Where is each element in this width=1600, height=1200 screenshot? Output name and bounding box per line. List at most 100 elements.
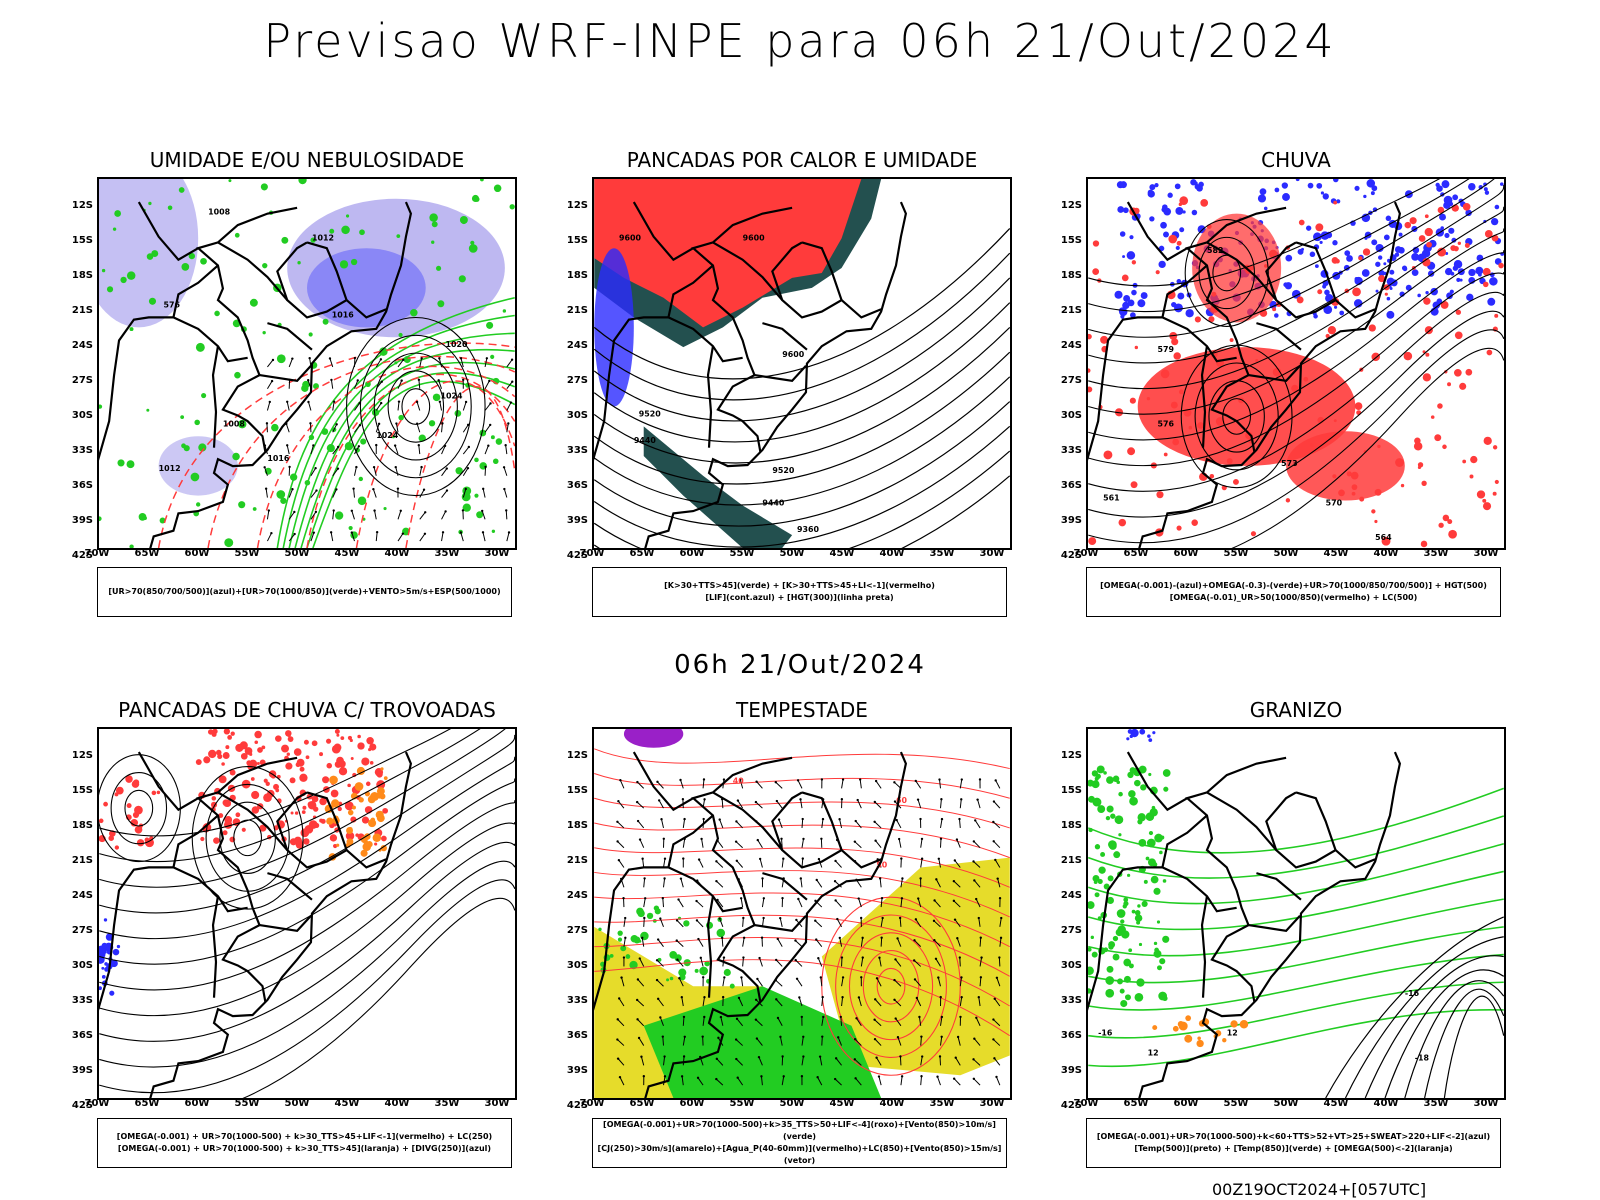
wind-vector: [956, 1035, 960, 1039]
wind-vector: [952, 879, 956, 883]
wind-vector: [900, 898, 903, 908]
country-border: [594, 866, 669, 1011]
streamline: [1088, 206, 1504, 390]
wind-vector: [959, 997, 963, 1007]
country-border: [667, 814, 743, 913]
storm-red-speckle: [322, 776, 330, 784]
wind-vector: [835, 900, 842, 908]
wind-vector: [617, 858, 621, 862]
storm-red-speckle: [114, 845, 120, 850]
lif-blue-contour: [594, 248, 634, 407]
temp850-green-speckle: [1156, 920, 1161, 924]
wind-vector: [921, 1055, 924, 1058]
wind-vector: [288, 465, 291, 469]
wind-vector: [980, 956, 983, 959]
wind-vector: [735, 859, 738, 862]
rain-blue-speckle: [1123, 295, 1131, 302]
wind-vector: [658, 800, 664, 809]
rain-red-speckle: [1178, 389, 1184, 395]
wind-vector: [822, 1015, 825, 1019]
wind-vector: [972, 1058, 975, 1061]
wind-green-speckle: [729, 983, 735, 989]
omega-orange-speckle: [1222, 1038, 1227, 1043]
humidity-green-contour: [288, 332, 515, 548]
wind-vector: [899, 1055, 902, 1058]
wind-vector: [878, 1076, 882, 1086]
wind-vector: [994, 998, 1001, 1007]
humidity-green-contour: [276, 296, 515, 548]
wind-vector: [913, 978, 917, 981]
humidity-green-speckle: [188, 252, 196, 260]
wind-vector: [920, 1036, 922, 1046]
wind-vector: [973, 880, 981, 888]
rain-red-speckle: [1403, 351, 1413, 361]
temp850-green-speckle: [1088, 779, 1094, 787]
humidity-green-speckle: [492, 458, 499, 465]
wind-vector: [638, 1037, 645, 1046]
rain-blue-speckle: [1446, 292, 1453, 300]
rain-red-speckle: [1171, 338, 1179, 346]
wind-vector: [636, 801, 645, 809]
wind-vector: [875, 840, 882, 849]
rain-blue-speckle: [1163, 207, 1172, 216]
lat-tick-label: 30S: [71, 410, 93, 421]
wind-vector: [935, 879, 941, 888]
rain-red-speckle: [1163, 452, 1168, 457]
lon-tick-label: 40W: [1373, 548, 1399, 559]
storm-red-speckle: [134, 805, 143, 815]
country-border: [1184, 206, 1287, 453]
lat-tick-label: 30S: [566, 410, 588, 421]
wind-vector: [780, 837, 783, 840]
temp500-black-contour: [1364, 955, 1504, 1098]
wind-vector: [737, 996, 741, 1000]
wind-vector: [481, 509, 484, 513]
wind-vector: [418, 445, 421, 455]
temp850-green-speckle: [1153, 887, 1161, 895]
lat-tick-label: 39S: [71, 515, 93, 526]
rain-blue-speckle: [1336, 199, 1341, 204]
rain-red-speckle: [1371, 509, 1376, 514]
temp850-green-speckle: [1118, 791, 1123, 797]
wind-vector: [397, 533, 404, 542]
contour-label: 579: [1158, 345, 1175, 354]
wind-vector: [841, 778, 845, 781]
temp850-green-speckle: [1143, 879, 1148, 884]
rain-blue-speckle: [1185, 309, 1194, 318]
wind-vector: [375, 359, 382, 368]
temp850-green-speckle: [1157, 965, 1162, 971]
rain-red-speckle: [1447, 519, 1453, 525]
rain-red-speckle: [1209, 474, 1215, 479]
wind-vector: [993, 997, 996, 1000]
wind-vector: [617, 1039, 625, 1046]
storm-red-speckle: [380, 835, 387, 842]
streamline: [1184, 219, 1269, 327]
wind-vector: [973, 1038, 981, 1046]
legend-line: [K>30+TTS>45](verde) + [K>30+TTS>45+LI<-…: [664, 581, 935, 590]
storm-orange-speckle: [348, 826, 353, 832]
temp850-green-speckle: [1131, 909, 1136, 914]
lat-tick-label: 21S: [71, 855, 93, 866]
lon-tick-label: 70W: [1073, 1098, 1099, 1109]
storm-red-speckle: [299, 773, 308, 782]
streamline: [233, 819, 263, 857]
wind-vector: [799, 798, 802, 801]
temp850-green-contour: [1088, 953, 1504, 1011]
wind-vector: [972, 860, 975, 863]
wind-vector: [312, 444, 315, 447]
contour-label: 582: [1207, 246, 1224, 255]
wind-vector: [717, 1036, 720, 1040]
omega-orange-speckle: [1230, 1020, 1238, 1028]
lon-tick-label: 70W: [579, 548, 605, 559]
wind-vector: [330, 379, 334, 389]
wind-vector: [682, 1015, 686, 1019]
height-300-contour: [594, 425, 1010, 548]
wind-vector: [380, 401, 383, 405]
country-border: [690, 756, 793, 1003]
lon-tick-label: 65W: [1123, 1098, 1149, 1109]
wind-vector: [896, 937, 899, 940]
wind-vector: [840, 956, 844, 959]
storm-red-speckle: [338, 767, 348, 776]
severe-purple-area: [623, 729, 684, 748]
wind-vector: [801, 1036, 804, 1046]
contour-label: 1012: [312, 233, 334, 242]
